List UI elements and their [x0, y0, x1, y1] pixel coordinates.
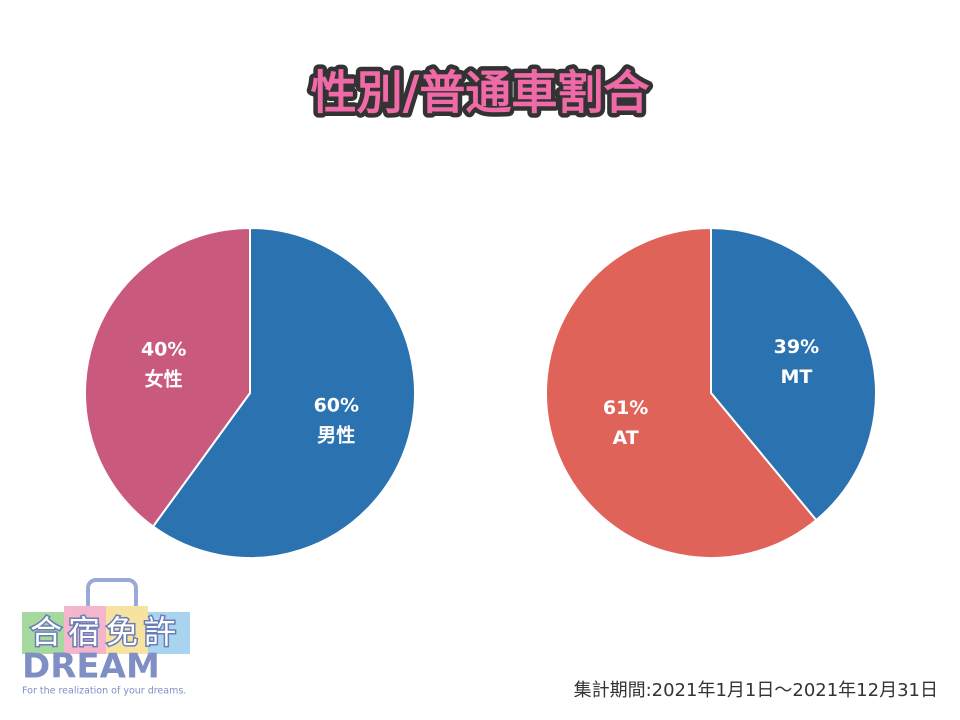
logo-block: [106, 606, 148, 654]
slice-value-label: 61%: [603, 397, 648, 419]
logo-name: 合宿免許: [30, 613, 182, 651]
logo: 合宿免許 DREAM For the realization of your d…: [22, 578, 190, 697]
logo-brand: DREAM: [22, 647, 160, 687]
slice-category-label: AT: [613, 427, 639, 449]
logo-block: [64, 606, 106, 654]
slice-value-label: 60%: [314, 395, 359, 417]
slice-category-label: MT: [780, 366, 812, 388]
slice-category-label: 女性: [145, 367, 183, 390]
pie-slice: [151, 226, 416, 559]
pie-slice: [710, 226, 877, 522]
title: 性別/普通車割合: [311, 66, 650, 120]
slice-category-label: 男性: [317, 424, 355, 447]
logo-block: [148, 612, 190, 654]
pie-slice: [84, 226, 251, 528]
logo-block: [22, 612, 64, 654]
slice-value-label: 40%: [141, 338, 186, 360]
pie-slice: [545, 226, 818, 559]
footnote: 集計期間:2021年1月1日〜2021年12月31日: [574, 680, 938, 701]
logo-tagline: For the realization of your dreams.: [22, 686, 186, 697]
slice-value-label: 39%: [774, 336, 819, 358]
